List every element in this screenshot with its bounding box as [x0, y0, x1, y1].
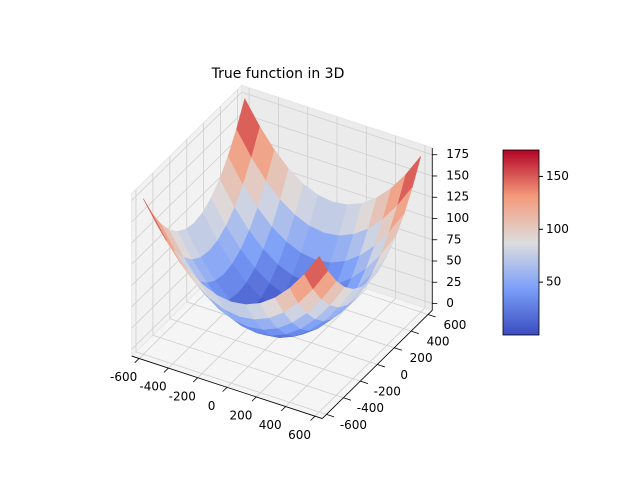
tick-mark	[326, 414, 335, 418]
grid-line	[131, 134, 243, 244]
x-tick-label: -600	[110, 370, 137, 384]
chart-title: True function in 3D	[211, 66, 345, 82]
surface-patch	[304, 255, 328, 290]
tick-mark	[343, 397, 352, 401]
y-tick-label: 400	[427, 335, 450, 349]
tick-mark	[310, 415, 316, 421]
z-tick-label: 150	[446, 168, 469, 182]
z-tick-label: 100	[446, 211, 469, 225]
x-tick-label: 400	[259, 418, 282, 432]
grid-line	[131, 91, 243, 201]
colorbar-tick-label: 100	[546, 222, 569, 236]
z-tick-label: 125	[446, 190, 469, 204]
colorbar-tick-label: 50	[546, 275, 561, 289]
x-tick-label: 0	[208, 399, 216, 413]
colorbar-tick-label: 150	[546, 169, 569, 183]
z-tick-label: 0	[446, 296, 454, 310]
tick-mark	[222, 387, 228, 392]
y-tick-label: 200	[410, 351, 433, 365]
z-tick-label: 50	[446, 254, 461, 268]
tick-mark	[410, 330, 419, 335]
surface	[143, 97, 421, 338]
x-tick-label: 200	[229, 409, 252, 423]
grid-line	[131, 113, 243, 223]
grid-line	[135, 351, 327, 415]
x-tick-label: -400	[139, 380, 166, 394]
y-tick-label: 600	[444, 318, 467, 332]
y-axis-line	[321, 310, 433, 419]
tick-mark	[427, 314, 436, 318]
y-tick-label: 0	[400, 368, 408, 382]
grid-line	[241, 113, 433, 177]
tick-mark	[193, 377, 198, 383]
grid-line	[152, 334, 344, 399]
tick-mark	[134, 358, 140, 364]
tick-mark	[377, 364, 386, 368]
tick-mark	[163, 367, 169, 373]
x-tick-label: -200	[169, 389, 196, 403]
z-tick-label: 25	[446, 275, 461, 289]
tick-mark	[251, 396, 257, 402]
y-tick-label: -200	[374, 384, 401, 398]
tick-mark	[360, 380, 369, 384]
colorbar	[502, 149, 540, 336]
z-tick-label: 75	[446, 232, 461, 246]
x-axis-line	[131, 355, 323, 419]
z-tick-label: 175	[446, 147, 469, 161]
y-tick-label: -600	[340, 418, 367, 432]
y-tick-label: -400	[357, 401, 384, 415]
grid-line	[241, 91, 433, 156]
x-tick-label: 600	[288, 428, 311, 442]
tick-mark	[394, 347, 402, 351]
tick-mark	[280, 406, 286, 412]
surface-patch	[143, 198, 167, 241]
grid-line	[169, 318, 361, 382]
